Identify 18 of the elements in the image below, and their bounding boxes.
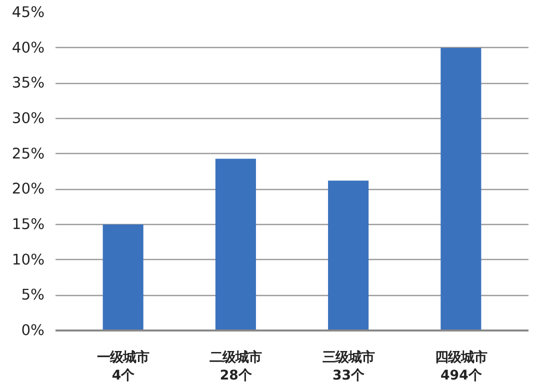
x-tick-label: 四级城市 494个 (434, 350, 487, 384)
y-tick-label: 45% (12, 4, 45, 21)
x-tick-label: 二级城市 28个 (210, 350, 262, 384)
y-tick-label: 25% (12, 145, 45, 162)
bar (440, 48, 482, 330)
y-tick-label: 30% (12, 110, 45, 127)
y-tick-label: 35% (12, 74, 45, 92)
y-tick-label: 40% (12, 39, 45, 56)
y-tick-label: 20% (12, 180, 45, 198)
y-tick-label: 5% (21, 286, 45, 304)
bar (102, 224, 144, 330)
x-tick-label: 一级城市 4个 (97, 350, 150, 384)
x-tick-label: 三级城市 33个 (322, 350, 374, 384)
y-tick-label: 10% (12, 251, 45, 268)
bar (215, 158, 256, 330)
y-tick-label: 15% (12, 216, 45, 233)
y-tick-label: 0% (21, 322, 45, 339)
bar (328, 180, 369, 330)
